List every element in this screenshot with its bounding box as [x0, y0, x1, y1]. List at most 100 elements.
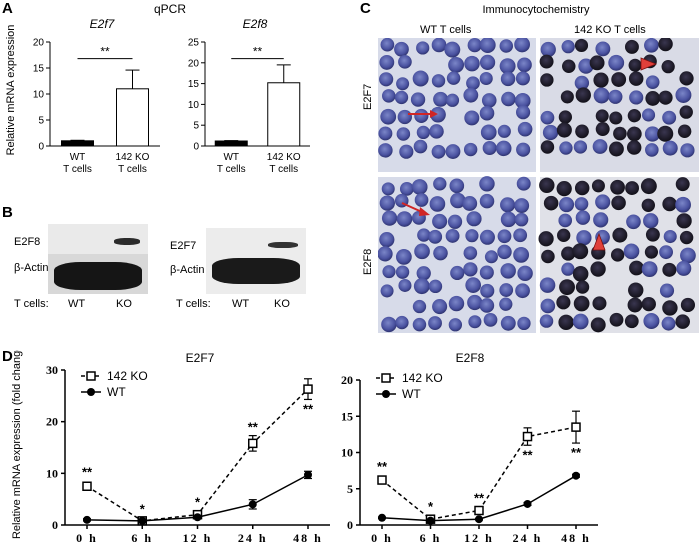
x-tick-label: WT — [70, 152, 86, 163]
panel-a-letter: A — [2, 0, 13, 17]
arrowhead-icon — [640, 57, 658, 71]
point-ko — [377, 475, 387, 485]
cell — [662, 196, 677, 212]
cell — [500, 263, 516, 279]
x-tick-label: 142 KO — [116, 152, 150, 163]
cell — [640, 178, 657, 195]
cell — [592, 139, 608, 154]
cell — [382, 265, 396, 279]
cell — [380, 108, 397, 125]
legend-marker-wt — [382, 390, 390, 398]
cell — [590, 317, 606, 333]
x-tick-label: T cells — [217, 164, 246, 175]
cell — [412, 299, 427, 314]
cell — [540, 73, 554, 87]
cell — [397, 109, 412, 125]
panel-b-letter: B — [2, 204, 13, 221]
x-tick-label: 48 h — [293, 531, 323, 543]
blot2-lane-ko: KO — [274, 298, 290, 310]
y-tick-label: 0 — [193, 142, 199, 153]
blot2-bottom-label: β-Actin — [170, 264, 205, 276]
cell — [559, 279, 575, 296]
cell — [431, 144, 446, 159]
cell — [399, 144, 414, 159]
cell — [680, 297, 696, 313]
cell — [558, 110, 573, 124]
cell — [465, 277, 482, 293]
cell — [680, 247, 696, 264]
cell — [675, 177, 690, 192]
cell — [500, 71, 516, 87]
cell — [661, 60, 675, 74]
legend-label-wt: WT — [402, 387, 421, 401]
cell — [628, 58, 642, 72]
cell — [432, 213, 448, 229]
cell — [481, 93, 497, 108]
cell — [643, 313, 660, 329]
cell — [574, 180, 590, 196]
cell — [479, 229, 495, 245]
significance-label: * — [195, 495, 201, 510]
cell — [466, 76, 480, 91]
cell — [450, 192, 466, 209]
blot2-lane-wt: WT — [232, 298, 250, 310]
cell — [378, 126, 393, 141]
cell — [661, 316, 676, 331]
cell — [608, 54, 625, 71]
cell — [540, 298, 556, 314]
y-tick-label: 10 — [341, 446, 353, 460]
cell — [480, 124, 497, 141]
cell — [574, 197, 589, 211]
cell — [396, 127, 411, 141]
cell — [679, 105, 693, 119]
significance-label: ** — [253, 45, 263, 59]
cell — [680, 143, 695, 158]
cell — [561, 262, 575, 276]
cell — [556, 180, 572, 197]
blot1-top-label: E2F8 — [14, 236, 41, 248]
cell — [675, 314, 690, 329]
cell — [574, 75, 590, 91]
cell — [428, 279, 443, 294]
actin-band-2 — [212, 258, 300, 284]
cell — [658, 90, 673, 105]
cell — [399, 182, 414, 196]
significance-label: * — [428, 499, 434, 514]
y-tick-label: 20 — [33, 38, 45, 49]
cell — [500, 211, 517, 228]
cell — [608, 89, 623, 104]
blot1-lane-wt: WT — [68, 298, 86, 310]
qpcr-title: qPCR — [153, 2, 186, 16]
cell — [378, 246, 393, 262]
cell — [645, 91, 661, 106]
panel-a-ylabel: Relative mRNA expression — [5, 25, 17, 156]
cell — [417, 228, 431, 242]
cell — [593, 212, 609, 228]
cell — [643, 213, 659, 229]
point-wt — [523, 499, 532, 508]
cell — [483, 312, 498, 327]
significance-label: ** — [474, 490, 485, 505]
cell — [445, 228, 460, 243]
cell — [575, 280, 590, 294]
significance-label: ** — [377, 459, 388, 474]
cell — [429, 196, 446, 212]
cell — [497, 124, 511, 138]
cell — [394, 41, 409, 57]
cell — [573, 295, 590, 312]
blot1-bottom-label: β-Actin — [14, 262, 49, 274]
cell — [378, 143, 393, 158]
cell — [645, 75, 660, 89]
cell — [499, 283, 514, 297]
cell — [629, 260, 644, 276]
cell — [381, 182, 395, 196]
y-tick-label: 20 — [188, 58, 200, 69]
cell — [413, 278, 430, 295]
chart-title: E2f8 — [243, 17, 268, 31]
cell — [591, 179, 605, 193]
cell — [517, 121, 533, 137]
cell — [538, 231, 554, 247]
cell — [379, 232, 395, 248]
legend-marker-wt — [87, 388, 95, 396]
significance-label: ** — [522, 447, 533, 462]
